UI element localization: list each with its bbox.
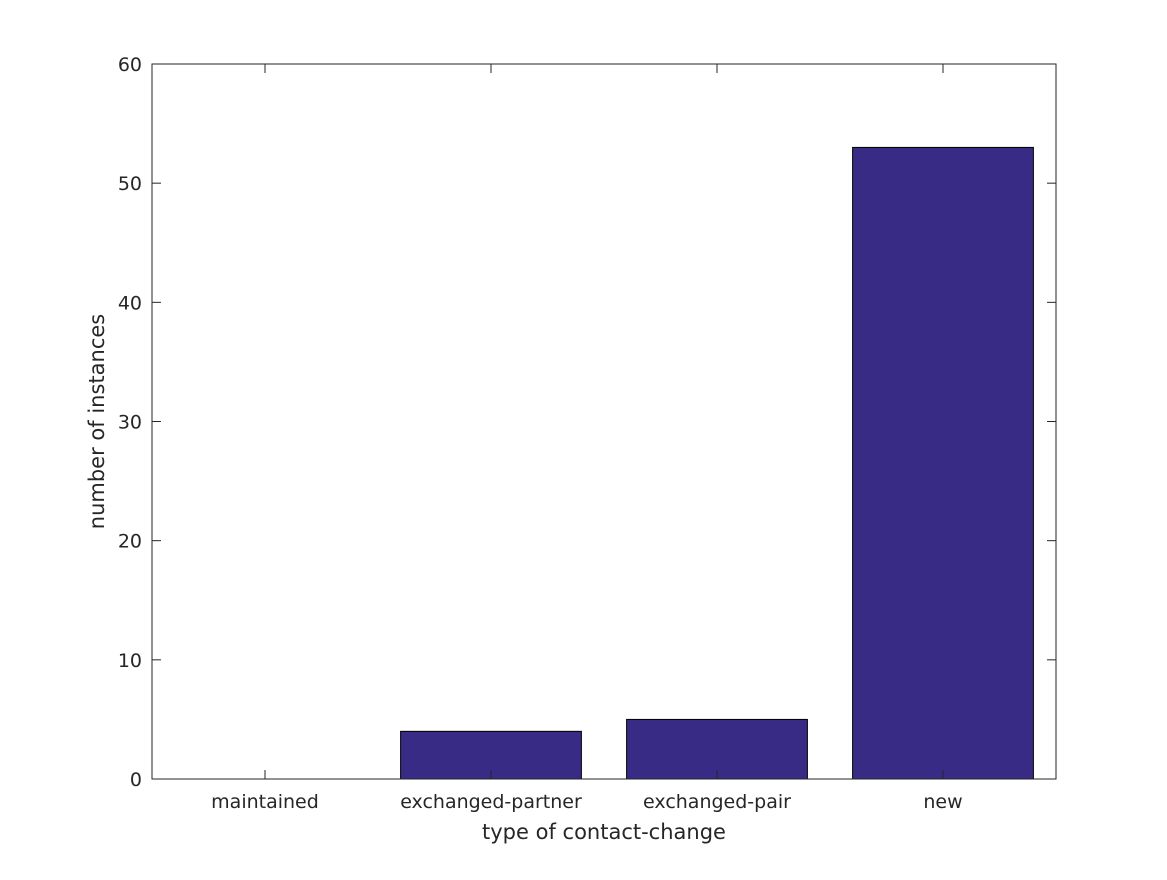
bars-layer bbox=[400, 146, 1034, 780]
y-tick-label: 60 bbox=[118, 54, 142, 76]
y-axis-label: number of instances bbox=[85, 314, 109, 529]
plot-frame bbox=[151, 63, 1057, 780]
x-tick-label: exchanged-pair bbox=[643, 791, 791, 813]
x-axis-label: type of contact-change bbox=[482, 820, 726, 844]
ticks-layer: maintained exchanged-partner exchanged-pai… bbox=[118, 54, 1056, 813]
y-tick-label: 30 bbox=[118, 412, 142, 434]
y-tick-label: 20 bbox=[118, 531, 142, 553]
bar-new bbox=[852, 146, 1034, 780]
x-tick-label: new bbox=[923, 791, 962, 813]
x-tick-label: maintained bbox=[211, 791, 319, 813]
y-tick-label: 0 bbox=[130, 769, 142, 791]
x-tick-label: exchanged-partner bbox=[400, 791, 582, 813]
y-tick-label: 40 bbox=[118, 292, 142, 314]
y-tick-label: 10 bbox=[118, 650, 142, 672]
y-tick-label: 50 bbox=[118, 173, 142, 195]
bar-exchanged-pair bbox=[626, 718, 808, 780]
